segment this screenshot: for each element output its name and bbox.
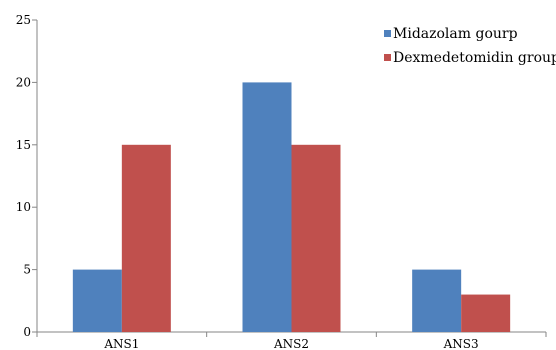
legend-label: Midazolam gourp [393,26,518,42]
x-tick-label: ANS3 [443,337,479,350]
x-tick-label: ANS1 [103,337,139,350]
y-tick-label: 10 [16,200,31,214]
legend-swatch [384,30,391,37]
bar-ans2-series-1 [242,82,292,333]
chart-legend: Midazolam gourp Dexmedetomidin group [384,26,556,66]
y-axis-ticks: 0 5 10 15 20 25 [16,13,37,339]
y-tick-label: 5 [23,263,31,277]
y-tick-label: 15 [16,138,31,152]
chart-bars [72,82,511,333]
bar-ans3-series-2 [461,294,511,332]
legend-swatch [384,54,391,61]
bar-ans2-series-2 [291,144,341,332]
x-axis-ticks: ANS1 ANS2 ANS3 [36,332,547,350]
y-tick-label: 20 [16,75,31,89]
bar-ans1-series-1 [72,269,122,332]
x-tick-label: ANS2 [273,337,309,350]
bar-ans3-series-1 [412,269,462,332]
legend-label: Dexmedetomidin group [393,50,556,66]
y-tick-label: 25 [16,13,31,27]
y-tick-label: 0 [23,325,31,339]
bar-ans1-series-2 [121,144,171,332]
